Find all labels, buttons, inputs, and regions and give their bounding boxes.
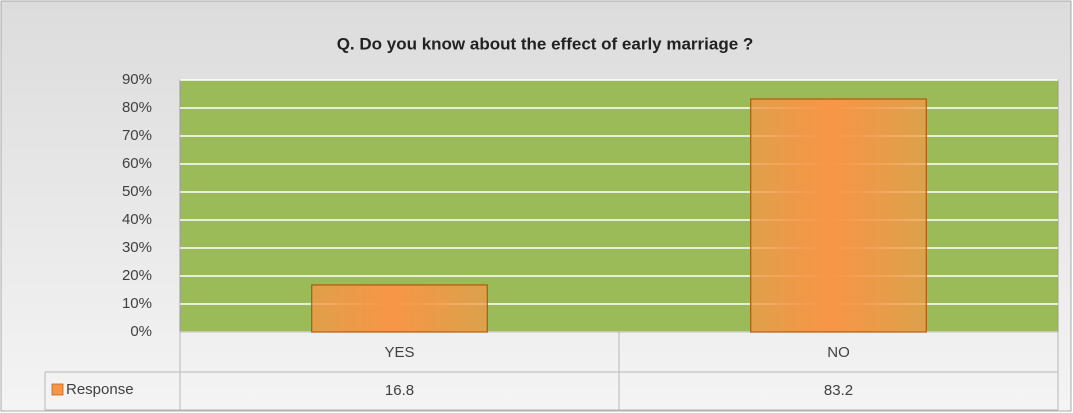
- y-tick-label: 70%: [122, 127, 152, 144]
- table-value: 83.2: [824, 382, 853, 399]
- y-tick-label: 80%: [122, 99, 152, 116]
- y-tick-label: 40%: [122, 211, 152, 228]
- y-tick-label: 20%: [122, 267, 152, 284]
- chart-title: Q. Do you know about the effect of early…: [337, 34, 754, 53]
- y-tick-label: 50%: [122, 183, 152, 200]
- y-tick-label: 90%: [122, 71, 152, 88]
- y-tick-label: 10%: [122, 295, 152, 312]
- table-value: 16.8: [385, 382, 414, 399]
- bar: [311, 284, 488, 333]
- y-tick-label: 0%: [130, 323, 152, 340]
- x-tick-label: NO: [827, 344, 850, 361]
- bar: [750, 98, 927, 333]
- legend-swatch: [51, 383, 64, 396]
- x-tick-label: YES: [384, 344, 414, 361]
- y-tick-label: 30%: [122, 239, 152, 256]
- y-tick-label: 60%: [122, 155, 152, 172]
- legend-label: Response: [66, 381, 134, 398]
